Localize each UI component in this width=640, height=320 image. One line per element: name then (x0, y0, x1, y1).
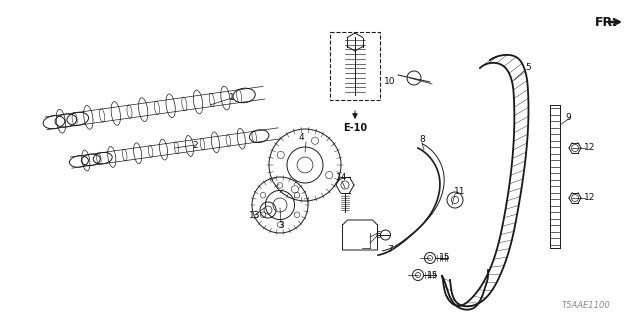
Bar (330, 32, 380, 100)
Text: 11: 11 (454, 188, 466, 196)
Text: E-10: E-10 (343, 123, 367, 133)
Text: 14: 14 (336, 173, 348, 182)
Text: 10: 10 (384, 77, 396, 86)
Text: 3: 3 (278, 220, 284, 229)
Text: 2: 2 (192, 140, 198, 149)
Text: 5: 5 (525, 63, 531, 73)
Text: 15: 15 (439, 253, 451, 262)
Text: 15: 15 (428, 270, 439, 279)
Text: 13: 13 (249, 211, 260, 220)
Text: 12: 12 (584, 143, 596, 153)
Text: 8: 8 (419, 135, 425, 145)
Text: FR.: FR. (595, 15, 618, 28)
Text: 12: 12 (584, 194, 596, 203)
Text: 1: 1 (229, 93, 235, 102)
Text: 7: 7 (387, 245, 393, 254)
Text: T5AAE1100: T5AAE1100 (561, 301, 610, 310)
Text: 9: 9 (565, 114, 571, 123)
Text: 4: 4 (298, 133, 304, 142)
Text: 6: 6 (375, 230, 381, 239)
